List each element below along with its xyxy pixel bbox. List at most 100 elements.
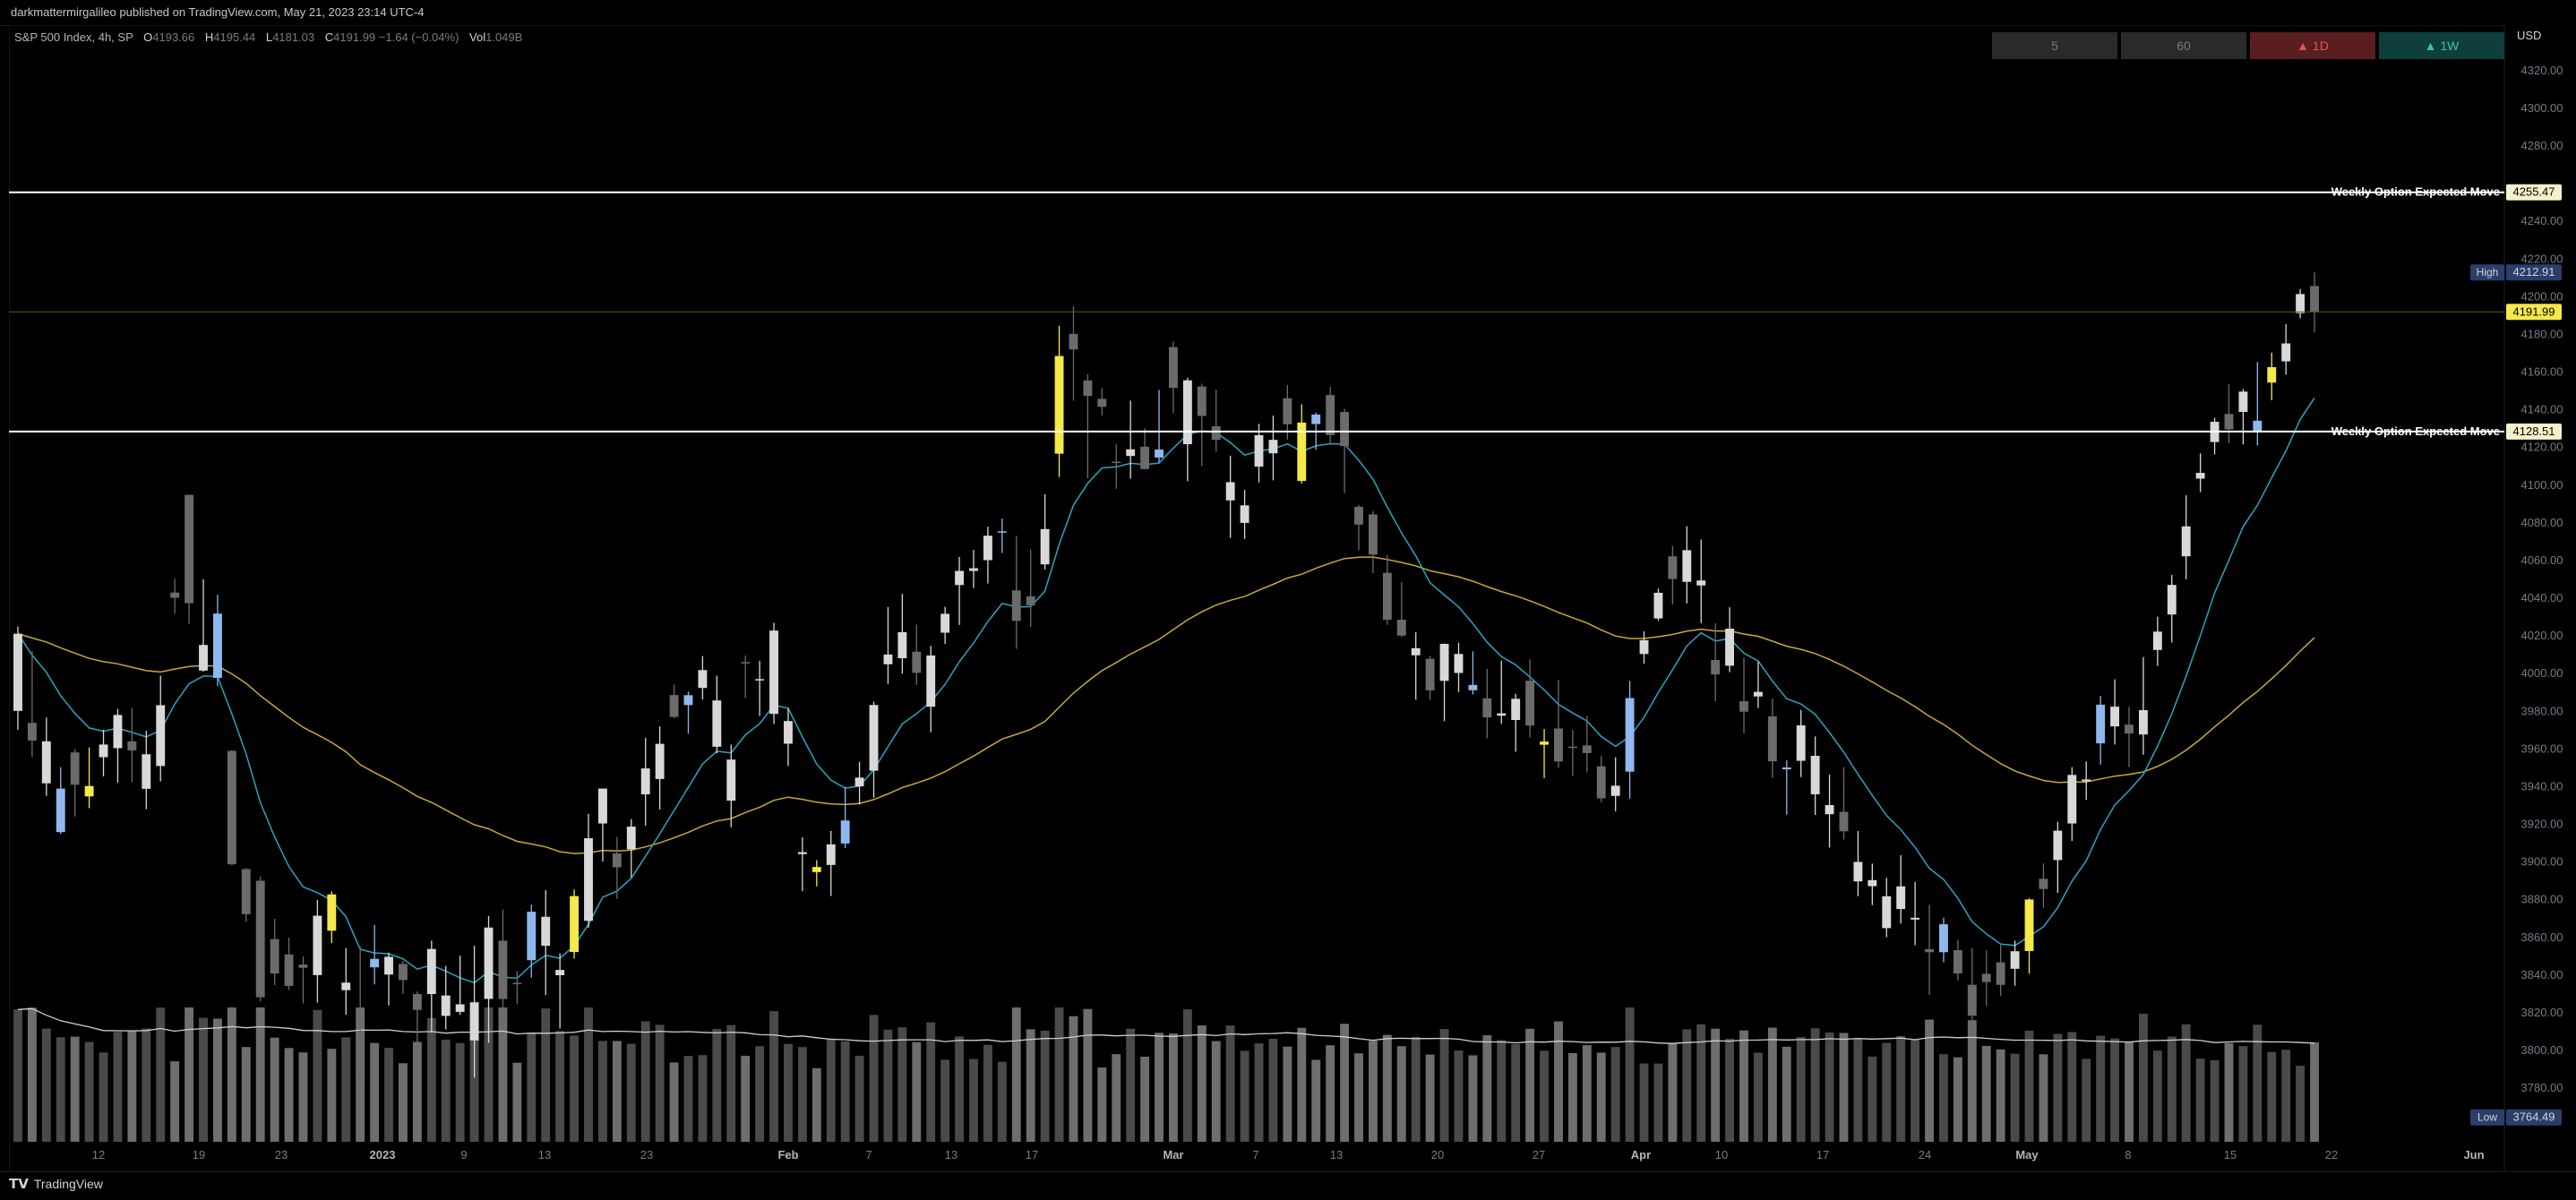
candle-body (755, 679, 765, 681)
volume-bar (712, 1029, 722, 1142)
volume-bar (1482, 1034, 1492, 1142)
candle-body (2267, 367, 2277, 383)
time-tick-label: 22 (2325, 1148, 2338, 1161)
legend-low: 4181.03 (272, 30, 315, 44)
candle-body (1996, 962, 2005, 985)
candle-body (27, 723, 37, 741)
candle-body (1653, 592, 1663, 619)
volume-bar (1225, 1025, 1235, 1142)
candle-body (1511, 699, 1521, 721)
candle-body (541, 916, 551, 947)
volume-bar (1853, 1038, 1863, 1142)
volume-bar (2238, 1046, 2248, 1142)
candle-body (983, 536, 992, 561)
volume-bar (1653, 1063, 1663, 1142)
price-tick-label: 3980.00 (2521, 704, 2563, 717)
candle-body (597, 788, 607, 824)
price-tick-label: 4060.00 (2521, 553, 2563, 567)
volume-bar (1896, 1035, 1906, 1142)
candle-body (912, 651, 922, 673)
candle-body (1868, 879, 1877, 887)
volume-bar (797, 1047, 807, 1142)
legend-open: 4193.66 (152, 30, 195, 44)
candle-body (2181, 526, 2191, 557)
candle-body (1354, 506, 1363, 525)
volume-bar (84, 1041, 94, 1142)
timeframe-buttons: 5 60 ▲ 1D ▲ 1W (1992, 32, 2504, 59)
high-price-value: 4212.91 (2513, 265, 2555, 279)
volume-bar (2281, 1050, 2291, 1142)
tradingview-logo[interactable]: 𝗧𝗩 TradingView (9, 1176, 103, 1192)
candle-body (1497, 713, 1507, 716)
volume-bar (597, 1041, 607, 1142)
volume-bar (2110, 1038, 2120, 1142)
candle-body (313, 915, 322, 975)
time-tick-label: 24 (1919, 1148, 1931, 1161)
volume-bar (1625, 1007, 1635, 1142)
volume-bar (2053, 1033, 2063, 1142)
volume-bar (826, 1038, 836, 1142)
price-axis-background (2504, 25, 2576, 1171)
volume-bar (2138, 1013, 2148, 1142)
volume-bar (1668, 1043, 1678, 1142)
volume-bar (1112, 1054, 1121, 1142)
volume-bar (1197, 1025, 1206, 1142)
candle-body (356, 1031, 365, 1080)
volume-bar (1368, 1041, 1378, 1142)
timeframe-1w-button[interactable]: ▲ 1W (2379, 32, 2504, 59)
volume-bar (270, 1037, 279, 1142)
volume-bar (811, 1067, 821, 1142)
volume-bar (1953, 1057, 1962, 1142)
volume-bar (1396, 1046, 1406, 1142)
volume-bar (1411, 1036, 1421, 1142)
candle-body (669, 695, 679, 717)
candle-body (1439, 643, 1449, 681)
timeframe-1d-button[interactable]: ▲ 1D (2250, 32, 2375, 59)
time-tick-label: 13 (538, 1148, 551, 1161)
volume-bar (227, 1007, 236, 1142)
volume-bar (170, 1061, 180, 1142)
candle-body (1625, 698, 1635, 772)
candle-body (498, 940, 508, 999)
volume-bar (926, 1022, 936, 1142)
volume-bar (2096, 1035, 2106, 1142)
volume-bar (1283, 1046, 1292, 1142)
volume-bar (541, 1008, 551, 1142)
price-tick-label: 4300.00 (2521, 101, 2563, 115)
volume-bar (1297, 1027, 1307, 1142)
candle-body (969, 568, 978, 571)
candle-body (1596, 766, 1606, 799)
volume-bar (1340, 1024, 1350, 1142)
candle-body (2281, 343, 2291, 362)
candle-body (298, 964, 308, 968)
candle-body (2238, 391, 2248, 413)
candle-body (455, 1004, 465, 1012)
volume-bar (13, 1009, 22, 1142)
timeframe-5-button[interactable]: 5 (1992, 32, 2117, 59)
candle-body (512, 982, 522, 985)
candle-body (84, 785, 94, 797)
volume-bar (512, 1062, 522, 1142)
candle-body (683, 695, 693, 706)
chart-area[interactable] (9, 25, 2506, 1173)
volume-bar (1211, 1041, 1221, 1142)
volume-bar (2296, 1066, 2306, 1142)
candle-body (2024, 899, 2034, 951)
candle-body (412, 994, 422, 1010)
price-tick-label: 4240.00 (2521, 214, 2563, 227)
candle-body (484, 927, 494, 999)
ema-fast-line (17, 397, 2315, 984)
candle-body (156, 705, 166, 767)
volume-bar (484, 1007, 494, 1142)
volume-bar (2039, 1054, 2048, 1142)
currency-label[interactable]: USD (2517, 29, 2542, 42)
time-tick-label: Mar (1163, 1148, 1183, 1161)
candle-body (1040, 528, 1050, 565)
legend-close-key: C (324, 30, 334, 44)
volume-bar (2210, 1059, 2220, 1142)
candle-body (1026, 596, 1035, 605)
volume-bar (426, 1017, 436, 1142)
timeframe-60-button[interactable]: 60 (2121, 32, 2246, 59)
candle-body (1283, 398, 1292, 424)
